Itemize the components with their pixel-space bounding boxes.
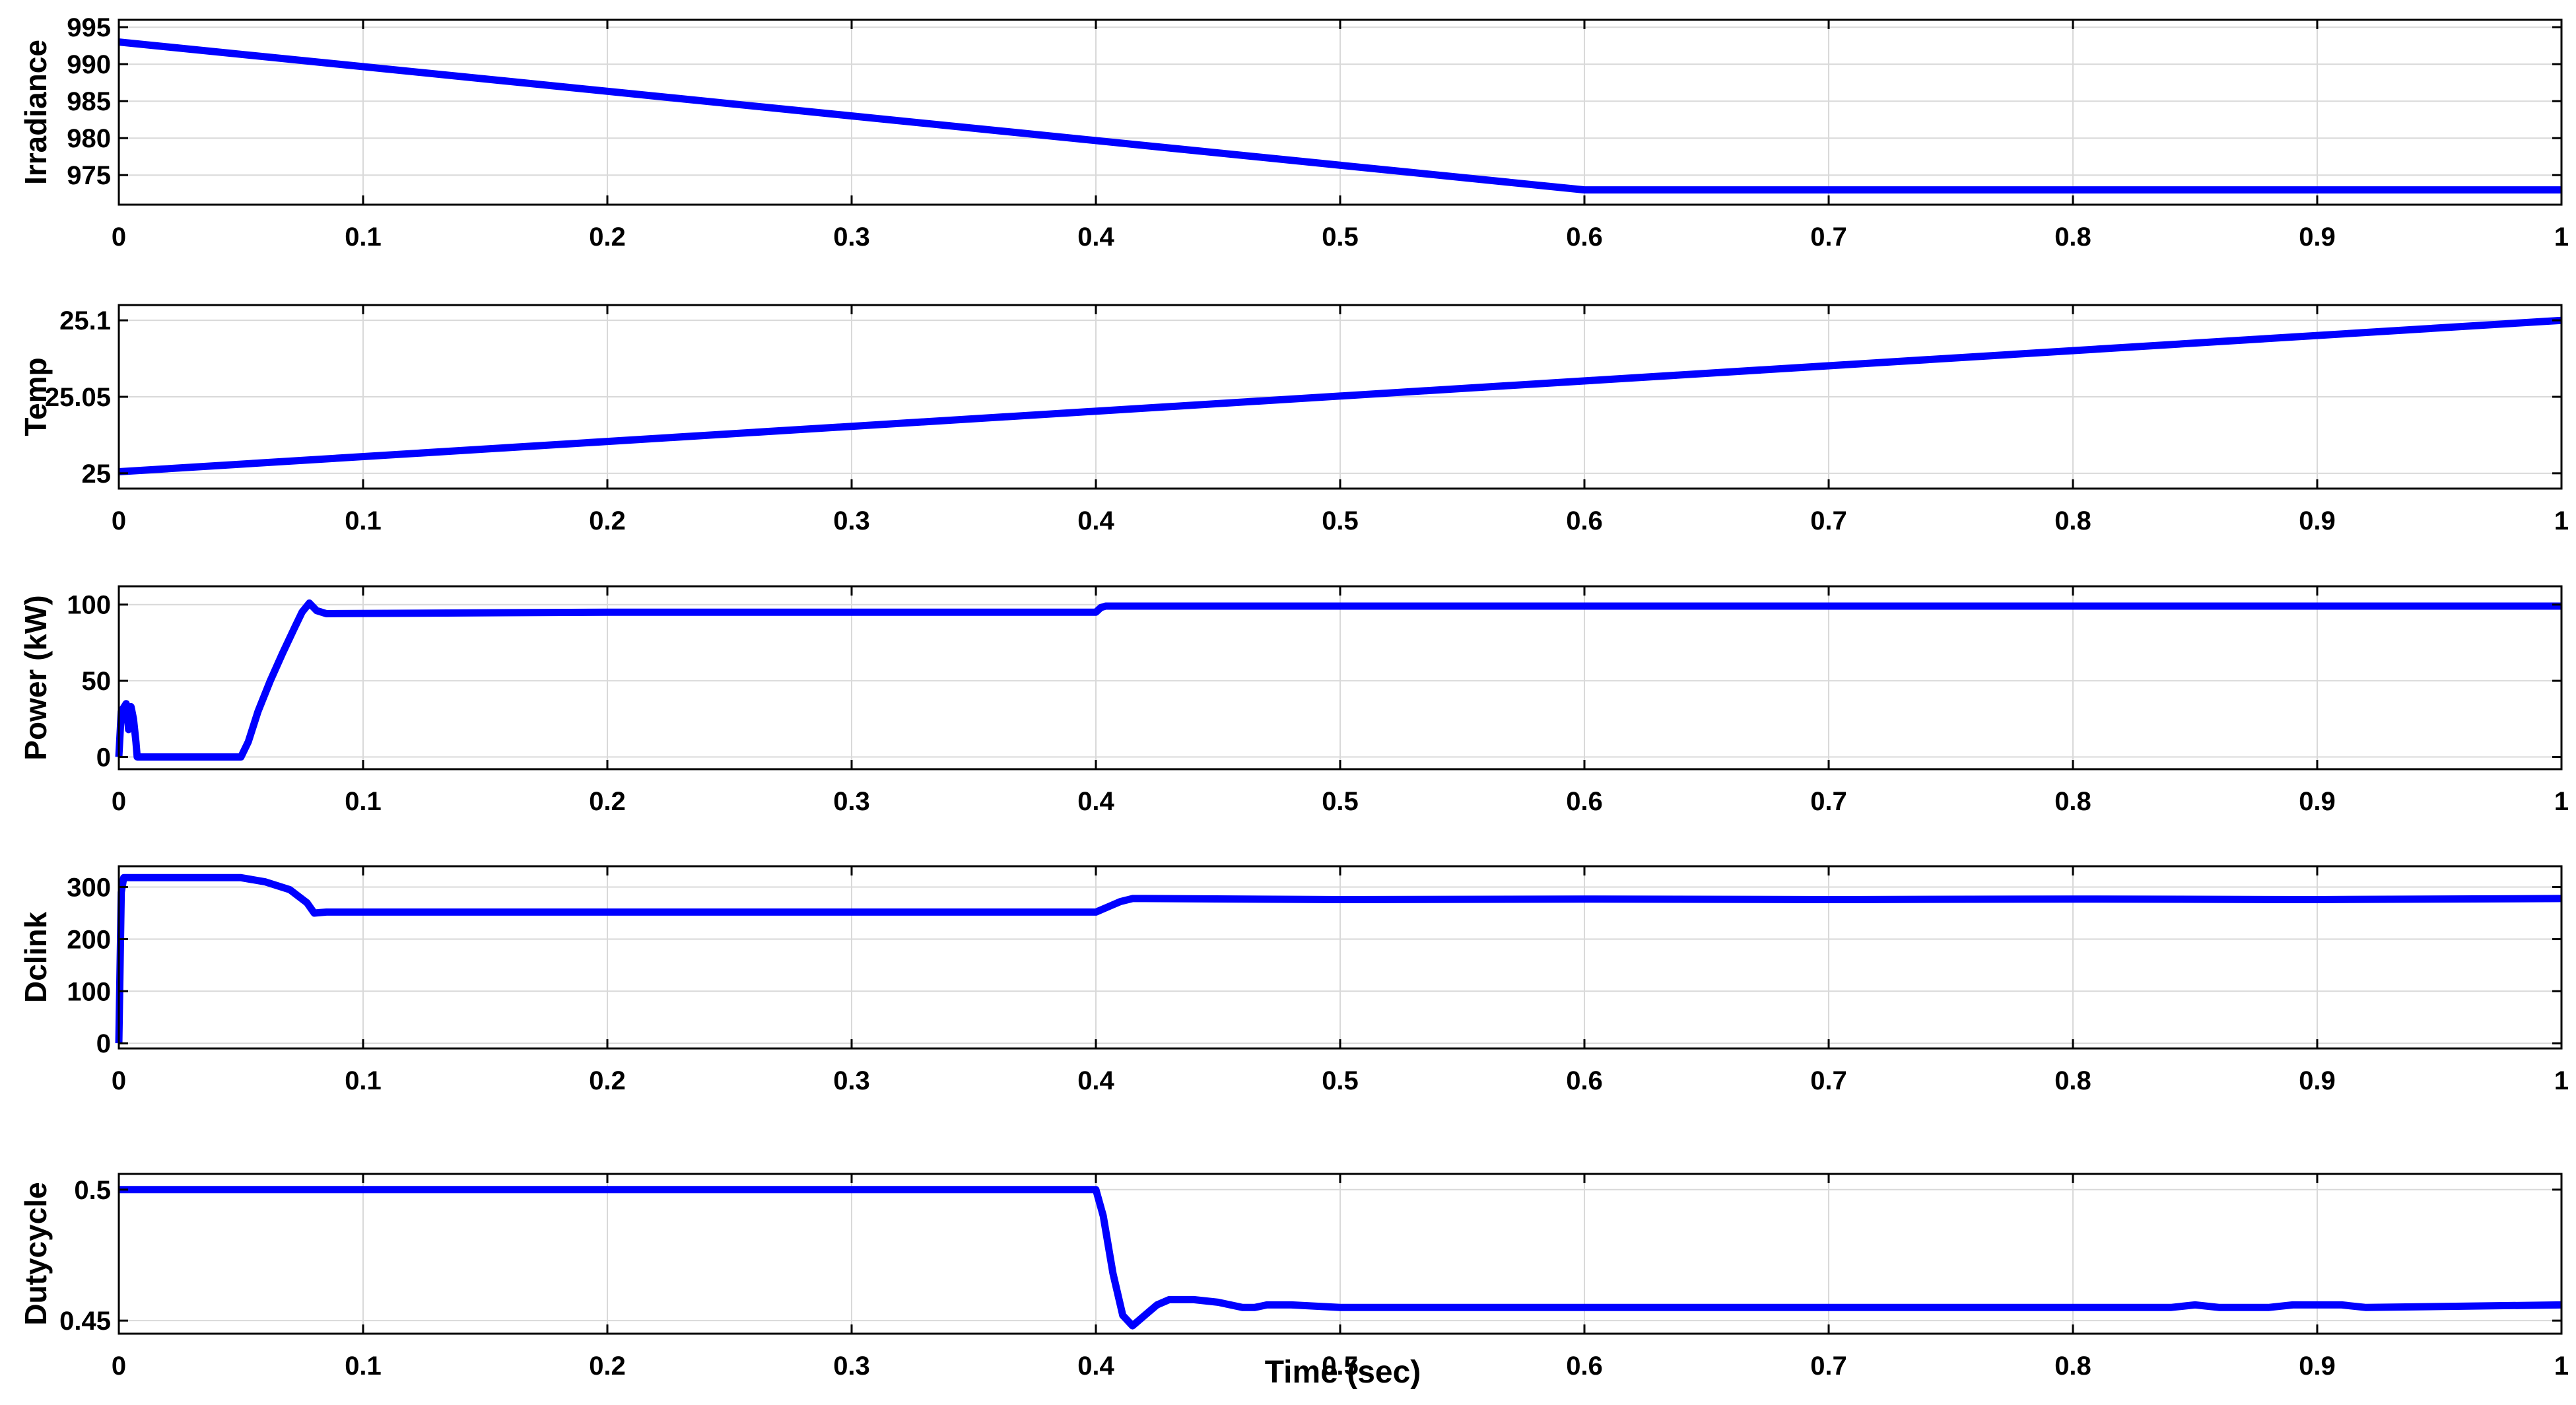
y-tick-label: 0: [96, 743, 111, 772]
x-tick-label: 0.1: [345, 223, 382, 252]
subplot-5: 0 0.1 0.2 0.3 0.4 0.5 0.6 0.7 0.8 0.9 1 0.45 0.5 Duty…: [18, 1173, 2569, 1381]
x-tick-label: 1: [2554, 223, 2569, 252]
x-tick-label: 0.2: [589, 787, 626, 816]
y-tick-label: 50: [82, 667, 112, 696]
x-tick-label: 0.8: [2054, 223, 2091, 252]
series-line-1: [118, 316, 2562, 475]
x-tick-label: 0: [112, 1066, 126, 1095]
series-line-1: [115, 874, 2562, 1044]
x-tick-label: 0.3: [833, 1066, 870, 1095]
y-tick-label: 25.05: [45, 383, 111, 412]
y-tick-label: 25.1: [59, 306, 111, 335]
y-tick-label: 0.5: [74, 1176, 111, 1205]
x-tick-label: 0.5: [1322, 787, 1359, 816]
x-tick-label: 0.1: [345, 1352, 382, 1381]
x-tick-label: 0.8: [2054, 506, 2091, 535]
x-tick-label: 0: [112, 223, 126, 252]
x-tick-label: 0.3: [833, 223, 870, 252]
x-tick-label: 0: [112, 506, 126, 535]
y-tick-label: 985: [67, 87, 111, 116]
series-line-1: [118, 38, 2561, 194]
x-tick-label: 0.8: [2054, 1352, 2091, 1381]
y-tick-label: 25: [82, 460, 112, 489]
x-tick-label: 0.6: [1566, 787, 1603, 816]
x-tick-label: 0.5: [1322, 223, 1359, 252]
subplot-4: 0 0.1 0.2 0.3 0.4 0.5 0.6 0.7 0.8 0.9 1 0 100 200 300 D…: [18, 865, 2569, 1095]
y-tick-label: 100: [67, 591, 111, 620]
y-tick-label: 0: [96, 1029, 111, 1058]
x-tick-label: 1: [2554, 506, 2569, 535]
y-axis-label: Dclink: [18, 912, 53, 1003]
x-tick-label: 0.7: [1810, 223, 1847, 252]
x-tick-label: 0.6: [1566, 223, 1603, 252]
y-tick-label: 100: [67, 977, 111, 1006]
x-tick-label: 0.1: [345, 506, 382, 535]
x-tick-label: 0.6: [1566, 1066, 1603, 1095]
x-tick-label: 0.2: [589, 1066, 626, 1095]
subplot-2: 0 0.1 0.2 0.3 0.4 0.5 0.6 0.7 0.8 0.9 1 25 25.05 25.1…: [18, 304, 2569, 535]
x-tick-label: 0.2: [589, 223, 626, 252]
x-tick-label: 0.8: [2054, 1066, 2091, 1095]
x-tick-label: 0.2: [589, 1352, 626, 1381]
x-tick-label: 0: [112, 1352, 126, 1381]
x-tick-label: 1: [2554, 1066, 2569, 1095]
x-tick-label: 1: [2554, 787, 2569, 816]
x-tick-label: 0.2: [589, 506, 626, 535]
x-tick-label: 0.9: [2299, 787, 2336, 816]
y-tick-label: 980: [67, 124, 111, 153]
x-tick-label: 0.7: [1810, 506, 1847, 535]
x-tick-label: 0.9: [2299, 1066, 2336, 1095]
x-tick-label: 0.1: [345, 1066, 382, 1095]
x-tick-label: 0.3: [833, 1352, 870, 1381]
x-tick-label: 0.4: [1077, 1066, 1114, 1095]
x-tick-label: 0.5: [1322, 1352, 1359, 1381]
x-tick-label: 0.3: [833, 787, 870, 816]
x-tick-label: 0.4: [1077, 223, 1114, 252]
y-tick-label: 300: [67, 874, 111, 903]
x-tick-label: 0.3: [833, 506, 870, 535]
x-tick-label: 0.7: [1810, 1066, 1847, 1095]
y-tick-label: 0.45: [59, 1307, 111, 1336]
x-tick-label: 0.8: [2054, 787, 2091, 816]
x-tick-label: 0.9: [2299, 1352, 2336, 1381]
y-axis-label: Power (kW): [18, 595, 53, 760]
x-tick-label: 1: [2554, 1352, 2569, 1381]
x-tick-label: 0.4: [1077, 506, 1114, 535]
y-tick-label: 975: [67, 161, 111, 190]
x-tick-label: 0.7: [1810, 1352, 1847, 1381]
x-tick-label: 0: [112, 787, 126, 816]
x-tick-label: 0.4: [1077, 1352, 1114, 1381]
y-tick-label: 990: [67, 50, 111, 79]
x-tick-label: 0.9: [2299, 223, 2336, 252]
x-tick-label: 0.6: [1566, 506, 1603, 535]
y-tick-label: 995: [67, 13, 111, 42]
series-line-1: [119, 1186, 2562, 1330]
y-axis-label: Irradiance: [18, 40, 53, 185]
y-tick-label: 200: [67, 925, 111, 954]
x-tick-label: 0.6: [1566, 1352, 1603, 1381]
x-tick-label: 0.1: [345, 787, 382, 816]
x-tick-label: 0.5: [1322, 1066, 1359, 1095]
y-axis-label: Temp: [18, 357, 53, 436]
x-tick-label: 0.4: [1077, 787, 1114, 816]
x-tick-label: 0.9: [2299, 506, 2336, 535]
x-tick-label: 0.7: [1810, 787, 1847, 816]
series-line-1: [115, 599, 2561, 761]
x-tick-label: 0.5: [1322, 506, 1359, 535]
subplot-1: 0 0.1 0.2 0.3 0.4 0.5 0.6 0.7 0.8 0.9 1 975 980 985 99…: [18, 13, 2569, 252]
subplot-3: 0 0.1 0.2 0.3 0.4 0.5 0.6 0.7 0.8 0.9 1 0 50 100 Power…: [18, 585, 2569, 816]
x-axis-label: Time (sec): [1265, 1355, 1421, 1390]
y-axis-label: Dutycycle: [18, 1182, 53, 1325]
